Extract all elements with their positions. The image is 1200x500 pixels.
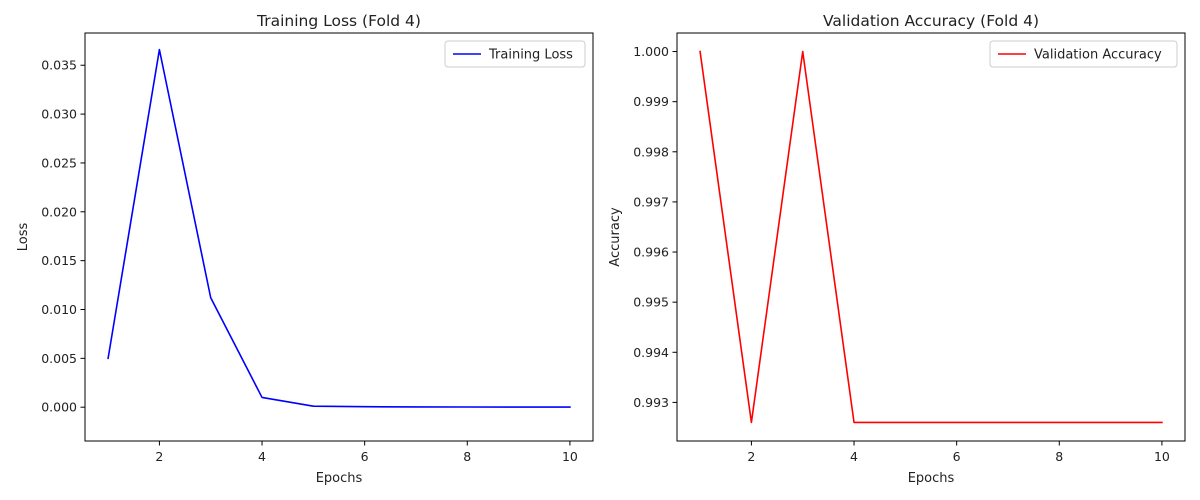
training-loss-y-tick-label: 0.025	[41, 155, 77, 170]
validation-accuracy-series-line	[699, 50, 1163, 424]
training-loss-y-tick-label: 0.005	[41, 351, 77, 366]
training-loss-y-tick-label: 0.000	[41, 400, 77, 415]
validation-accuracy-x-tick-label: 6	[953, 449, 961, 464]
validation-accuracy-y-tick-label: 0.999	[633, 94, 669, 109]
validation-accuracy-x-axis-label: Epochs	[908, 471, 955, 486]
training-loss-legend	[444, 40, 586, 68]
validation-accuracy-y-tick-label: 0.997	[633, 194, 669, 209]
validation-accuracy-x-tick-label: 10	[1154, 449, 1170, 464]
validation-accuracy-legend	[989, 40, 1178, 68]
validation-accuracy-chart: 2 4 6 8 10 0.993 0.994 0.995 0.996 0.997 0.998 0.99…	[608, 12, 1186, 486]
validation-accuracy-legend-label: Validation Accuracy	[1034, 48, 1162, 63]
training-loss-y-tick-label: 0.010	[41, 302, 77, 317]
training-loss-y-tick-label: 0.035	[41, 58, 77, 73]
validation-accuracy-axes-frame	[676, 32, 1186, 442]
validation-accuracy-x-tick-label: 4	[850, 449, 858, 464]
training-loss-x-tick-label: 2	[155, 449, 163, 464]
validation-accuracy-x-tick-label: 8	[1055, 449, 1063, 464]
validation-accuracy-y-tick-label: 0.996	[633, 245, 669, 260]
training-loss-y-tick-label: 0.030	[41, 107, 77, 122]
validation-accuracy-y-tick-label: 0.993	[633, 395, 669, 410]
training-loss-x-axis-label: Epochs	[316, 471, 363, 486]
training-loss-x-tick-label: 8	[463, 449, 471, 464]
training-loss-y-tick-label: 0.015	[41, 253, 77, 268]
training-loss-title: Training Loss (Fold 4)	[256, 12, 421, 30]
training-loss-x-tick-label: 10	[562, 449, 578, 464]
training-loss-series-line	[107, 48, 571, 408]
validation-accuracy-y-tick-label: 0.995	[633, 295, 669, 310]
training-loss-x-tick-label: 4	[258, 449, 266, 464]
training-loss-axes-frame	[84, 32, 594, 442]
training-loss-chart: 2 4 6 8 10 0.000 0.005 0.010 0.015 0.020 0.025 0.03…	[16, 12, 594, 486]
training-loss-legend-label: Training Loss	[488, 48, 573, 63]
training-loss-y-axis-label: Loss	[16, 223, 31, 252]
validation-accuracy-y-tick-label: 0.994	[633, 345, 669, 360]
validation-accuracy-y-tick-label: 0.998	[633, 144, 669, 159]
validation-accuracy-y-axis-label: Accuracy	[608, 207, 623, 267]
validation-accuracy-y-tick-label: 1.000	[633, 44, 669, 59]
validation-accuracy-x-tick-label: 2	[747, 449, 755, 464]
training-loss-y-tick-label: 0.020	[41, 204, 77, 219]
training-loss-x-tick-label: 6	[361, 449, 369, 464]
validation-accuracy-title: Validation Accuracy (Fold 4)	[823, 12, 1039, 30]
